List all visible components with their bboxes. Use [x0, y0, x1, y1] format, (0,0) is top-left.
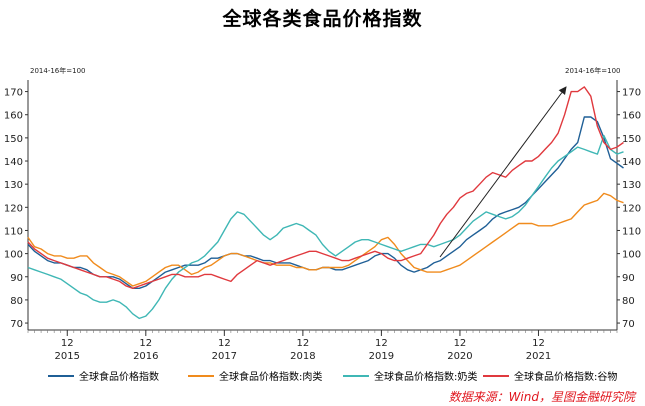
source-note: 数据来源：Wind，星图金融研究院	[448, 390, 635, 404]
x-month-label: 12	[532, 338, 545, 349]
x-month-label: 12	[296, 338, 309, 349]
y-tick-label-left: 150	[4, 134, 23, 145]
y-tick-label-left: 100	[4, 250, 23, 261]
y-tick-label-right: 160	[622, 111, 641, 122]
legend-swatch-dairy	[343, 375, 369, 377]
y-tick-label-right: 80	[622, 296, 635, 307]
legend-swatch-cereals	[483, 375, 509, 377]
y-tick-label-left: 170	[4, 88, 23, 99]
x-month-label: 12	[375, 338, 388, 349]
legend-swatch-food-index	[48, 375, 74, 377]
legend-item-meat: 全球食品价格指数:肉类	[188, 368, 322, 383]
x-year-label: 2015	[55, 351, 80, 362]
legend-label-cereals: 全球食品价格指数:谷物	[514, 372, 618, 383]
y-tick-label-left: 70	[10, 319, 23, 330]
legend-item-dairy: 全球食品价格指数:奶类	[343, 368, 477, 383]
series-line-food-index	[27, 116, 624, 289]
series-line-meat	[27, 192, 624, 287]
x-month-label: 12	[61, 338, 74, 349]
x-year-label: 2020	[447, 351, 472, 362]
legend-item-food-index: 全球食品价格指数	[48, 368, 159, 383]
y-tick-label-right: 100	[622, 250, 641, 261]
legend: 全球食品价格指数 全球食品价格指数:肉类 全球食品价格指数:奶类 全球食品价格指…	[48, 368, 645, 383]
y-tick-label-right: 120	[622, 203, 641, 214]
series-line-dairy	[27, 134, 624, 320]
y-tick-label-right: 170	[622, 88, 641, 99]
legend-label-meat: 全球食品价格指数:肉类	[219, 372, 323, 383]
legend-label-food-index: 全球食品价格指数	[79, 372, 159, 383]
y-tick-label-left: 120	[4, 203, 23, 214]
x-year-label: 2018	[290, 351, 315, 362]
x-month-label: 12	[139, 338, 152, 349]
y-tick-label-right: 90	[622, 273, 635, 284]
y-tick-label-left: 80	[10, 296, 23, 307]
right-unit-label: 2014-16年=100	[565, 66, 620, 75]
series-line-cereals	[27, 86, 624, 289]
y-tick-label-left: 130	[4, 180, 23, 191]
y-tick-label-left: 110	[4, 226, 23, 237]
y-tick-label-left: 90	[10, 273, 23, 284]
x-year-label: 2017	[212, 351, 237, 362]
left-unit-label: 2014-16年=100	[30, 66, 85, 75]
trend-arrow	[439, 86, 567, 258]
x-year-label: 2016	[133, 351, 158, 362]
chart-title: 全球各类食品价格指数	[222, 8, 423, 30]
x-year-label: 2019	[369, 351, 394, 362]
x-month-label: 12	[218, 338, 231, 349]
y-tick-label-right: 70	[622, 319, 635, 330]
legend-label-dairy: 全球食品价格指数:奶类	[374, 372, 478, 383]
x-year-label: 2021	[526, 351, 551, 362]
y-tick-label-right: 140	[622, 157, 641, 168]
y-tick-label-left: 140	[4, 157, 23, 168]
y-tick-label-right: 150	[622, 134, 641, 145]
x-month-label: 12	[454, 338, 467, 349]
legend-swatch-meat	[188, 375, 214, 377]
y-tick-label-right: 110	[622, 226, 641, 237]
y-tick-label-right: 130	[622, 180, 641, 191]
y-tick-label-left: 160	[4, 111, 23, 122]
legend-item-cereals: 全球食品价格指数:谷物	[483, 368, 617, 383]
